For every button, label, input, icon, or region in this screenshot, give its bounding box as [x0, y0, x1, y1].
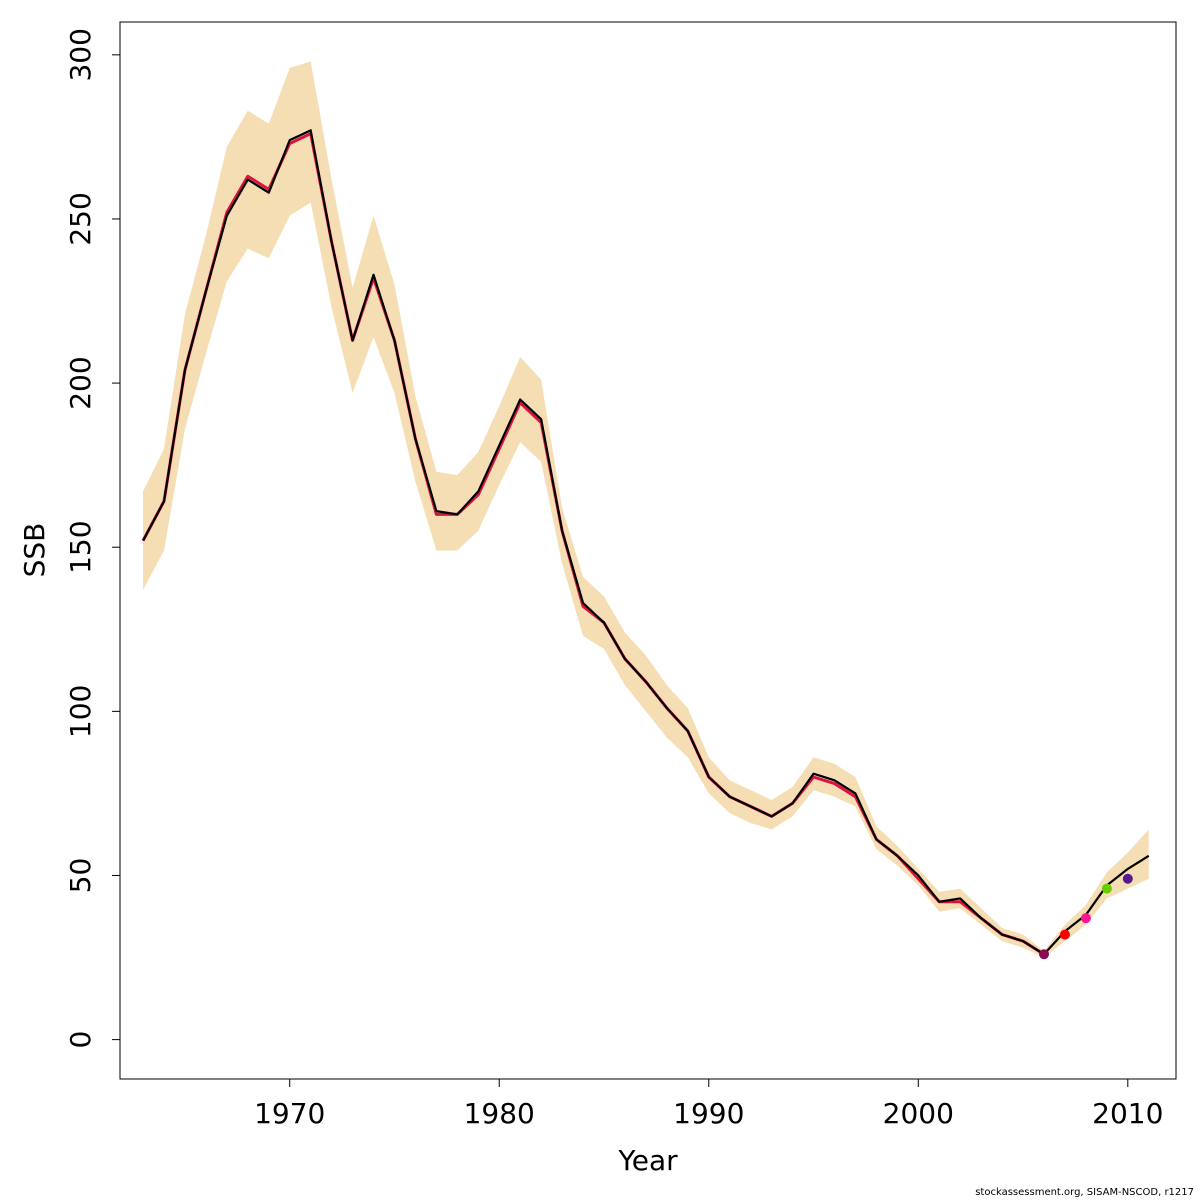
y-tick-label: 150 [64, 520, 97, 573]
y-tick-label: 50 [64, 858, 97, 894]
point-2006 [1039, 949, 1049, 960]
series-line-0 [141, 132, 1045, 956]
point-2010 [1122, 873, 1133, 884]
confidence-band [143, 61, 1045, 958]
forecast-band [1044, 829, 1149, 958]
y-tick-label: 200 [64, 356, 97, 409]
point-2007 [1059, 929, 1070, 940]
footer-credit: stockassessment.org, SISAM-NSCOD, r1217 [975, 1187, 1194, 1198]
series-line-1 [142, 129, 1150, 956]
y-tick-label: 0 [64, 1031, 97, 1049]
x-axis: 1970 1980 1990 2000 2010 [254, 1079, 1163, 1130]
forecast-point-layer [1039, 873, 1133, 960]
x-tick-label: 2000 [883, 1097, 954, 1130]
y-tick-label: 300 [64, 28, 97, 81]
series-line-layer [141, 129, 1150, 956]
x-tick-label: 2010 [1092, 1097, 1163, 1130]
y-tick-label: 250 [64, 192, 97, 245]
plot-frame [119, 21, 1177, 1080]
y-axis-title: SSB [18, 523, 51, 578]
confidence-band-layer [143, 61, 1149, 958]
y-tick-label: 100 [64, 685, 97, 738]
x-tick-label: 1970 [254, 1097, 325, 1130]
y-axis: 0 50 100 150 200 250 300 [64, 28, 120, 1049]
x-axis-title: Year [617, 1144, 678, 1177]
x-tick-label: 1990 [673, 1097, 744, 1130]
point-2008 [1080, 913, 1091, 924]
point-2009 [1101, 883, 1112, 894]
x-tick-label: 1980 [464, 1097, 535, 1130]
